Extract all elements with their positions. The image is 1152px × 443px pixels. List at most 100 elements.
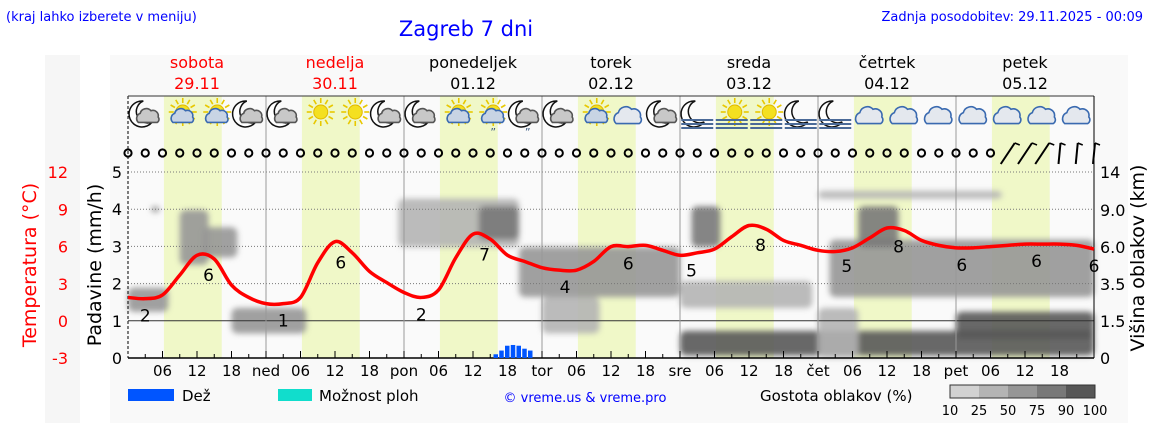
sun-ray [446, 104, 452, 109]
cloud-shape [889, 105, 919, 125]
sun-ray [451, 99, 455, 105]
cloud-shape [273, 107, 298, 124]
temperature-label: 6 [1031, 252, 1042, 272]
cloud-icon [1027, 105, 1057, 125]
x-tick-label: 12 [1015, 362, 1034, 380]
colorbar-segment [979, 385, 1008, 398]
temp-tick-label: 6 [58, 238, 68, 257]
wind-barb-shaft [1034, 142, 1051, 165]
wind-barb-icon [1017, 142, 1038, 165]
moon-cloud-icon [645, 100, 678, 128]
sun-ray [584, 104, 590, 109]
wind-calm-icon [175, 148, 185, 158]
wind-calm-icon [968, 148, 978, 158]
temp-axis-title: Temperatura (°C) [19, 183, 41, 348]
sun-ray [756, 104, 762, 109]
temperature-line [127, 223, 1095, 307]
rain-bar [522, 348, 527, 358]
cloud-layer [128, 191, 1094, 358]
temp-tick-label: 0 [58, 312, 68, 331]
wind-calm-icon [485, 148, 495, 158]
x-tick-label: 18 [360, 362, 379, 380]
sun-ray [313, 119, 317, 125]
cloud-shape [411, 107, 436, 124]
cloud-icon [854, 105, 884, 125]
rain-bar [528, 350, 533, 358]
wind-calm-icon [295, 148, 306, 158]
cloud-patch [818, 308, 859, 358]
rain-drops: ” [525, 126, 531, 139]
moon-shape [645, 100, 671, 128]
sun-ray [742, 104, 748, 109]
temp-tick-label: 12 [48, 163, 68, 182]
sun-ray [347, 99, 352, 105]
wind-barb-shaft [1057, 142, 1062, 165]
sun-ray [328, 115, 334, 120]
cloud-patch [680, 281, 813, 309]
sun-ray [342, 104, 348, 109]
wind-calm-icon [157, 148, 168, 158]
wind-calm-icon [313, 148, 323, 158]
legend-showers-swatch [278, 389, 312, 401]
day-date: 30.11 [312, 74, 358, 93]
precip-tick-label: 1 [112, 312, 122, 331]
x-tick-label: 06 [153, 362, 172, 380]
x-tick-label: 06 [429, 362, 448, 380]
wind-calm-icon [623, 148, 633, 158]
day-date: 03.12 [726, 74, 772, 93]
moon-fog-icon [818, 100, 852, 129]
sun-ray [175, 99, 179, 105]
sun-ray [170, 104, 176, 109]
cloud-shape [480, 107, 505, 124]
temp-axis-panel [45, 55, 80, 423]
wind-calm-icon [916, 148, 927, 158]
sun-icon [306, 98, 335, 126]
x-tick-label: 06 [981, 362, 1000, 380]
cloud-patch [829, 239, 1094, 297]
credit-link[interactable]: © vreme.us & vreme.pro [504, 391, 667, 406]
sun-ray [324, 99, 329, 105]
precip-tick-label: 2 [112, 275, 122, 294]
x-tick-label: 06 [705, 362, 724, 380]
sun-ray [313, 99, 317, 105]
cloud-height-tick-label: 0 [1100, 349, 1110, 368]
x-tick-label: 12 [463, 362, 482, 380]
wind-barb-flag [1060, 142, 1066, 146]
wind-calm-icon [347, 148, 357, 158]
wind-calm-icon [934, 148, 944, 158]
wind-calm-icon [589, 148, 599, 158]
temperature-label: 6 [335, 253, 346, 273]
cloud-shape [613, 105, 643, 125]
wind-calm-icon [606, 148, 616, 158]
wind-calm-icon [692, 148, 702, 158]
wind-calm-icon [416, 148, 426, 158]
sun-cloud-icon [582, 98, 611, 126]
sun-disc [313, 104, 329, 120]
precip-tick-label: 0 [112, 349, 122, 368]
x-tick-label: 18 [636, 362, 655, 380]
wind-barb-icon [1074, 142, 1084, 165]
sun-cloud-rain-icon: ” [479, 98, 508, 139]
cloud-height-tick-label: 3.5 [1100, 275, 1125, 294]
cloud-icon [958, 105, 988, 125]
cloud-shape [1061, 105, 1091, 125]
sun-ray [761, 99, 766, 105]
sun-disc [347, 104, 363, 120]
x-tick-label: 06 [843, 362, 862, 380]
day-date: 01.12 [450, 74, 496, 93]
wind-barb-shaft [999, 142, 1016, 165]
colorbar-segment [1008, 385, 1037, 398]
temperature-label: 2 [140, 307, 151, 327]
cloud-shape [204, 107, 229, 124]
x-day-label: pon [390, 362, 418, 380]
legend-showers-label: Možnost ploh [319, 387, 419, 405]
wind-calm-icon [727, 148, 737, 158]
sun-fog-icon [715, 98, 749, 129]
x-day-label: sre [669, 362, 692, 380]
wind-calm-icon [382, 148, 392, 158]
sun-ray [190, 104, 196, 109]
day-name: četrtek [859, 53, 917, 72]
moon-cloud-icon [369, 100, 402, 128]
moon-shape [266, 100, 291, 128]
temperature-label: 1 [278, 312, 289, 332]
